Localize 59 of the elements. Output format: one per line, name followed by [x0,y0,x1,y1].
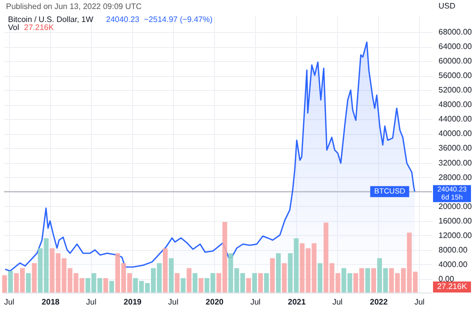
bar [168,258,174,293]
bar [246,278,251,293]
y-tick-label: 4000.00 [438,260,468,269]
bar [365,268,370,293]
bar [109,280,114,293]
bar [371,268,376,293]
bar [162,248,168,293]
bar [276,253,281,293]
y-tick-label: 64000.00 [438,42,472,52]
x-tick-label: Jul [414,298,425,306]
annotation: 27.216K [24,23,54,32]
y-tick-label: 20000.00 [438,202,472,211]
x-tick-label: Jul [168,298,179,306]
y-tick-label: 12000.00 [438,230,472,240]
y-tick-label: 28000.00 [438,172,472,182]
x-tick-label: Jul [4,298,15,306]
bar [252,273,257,293]
bar [2,275,7,293]
y-tick-label: 44000.00 [438,114,472,124]
y-tick-label: 16000.00 [438,216,472,226]
y-tick-label: 8000.00 [438,245,468,254]
chart-title: Vol [8,23,20,32]
y-tick-label: 56000.00 [438,71,472,80]
y-tick-label: 60000.00 [438,56,472,66]
y-tick-label: 40000.00 [438,129,472,138]
text: 27.216K [437,282,468,291]
y-tick-label: 32000.00 [438,158,472,168]
bar [258,273,263,293]
bar [270,258,275,293]
bar [26,273,31,293]
bar [180,278,186,293]
y-tick-label: 36000.00 [438,144,472,153]
y-tick-label: 52000.00 [438,86,472,95]
bar [318,263,322,293]
annotation: −2514.97 (−9.47%) [144,15,213,24]
bar [32,263,37,293]
bar [264,273,269,293]
bar [103,278,108,293]
x-tick-label: 2021 [288,298,306,306]
y-tick-label: 0.00 [438,274,455,284]
x-tick-label: Jul [332,298,343,306]
y-axis-title: USD [438,2,456,10]
x-tick-label: 2022 [370,298,388,306]
y-tick-label: 68000.00 [438,27,472,36]
bar [192,273,198,293]
x-tick-label: 2020 [206,298,224,306]
bar [198,278,204,293]
x-tick-label: Jul [250,298,261,306]
annotation: 24040.23 [106,15,140,24]
x-tick-label: 2019 [124,298,142,306]
bar [186,268,192,293]
y-tick-label: 48000.00 [438,100,472,110]
chart-title: Bitcoin / U.S. Dollar, 1W [8,15,94,24]
x-tick-label: 2018 [42,298,60,306]
bar [8,270,13,293]
bar [282,263,287,293]
bar [174,273,180,293]
x-tick-label: Jul [86,298,97,306]
text: Published on Jun 13, 2022 09:09 UTC [6,2,142,11]
